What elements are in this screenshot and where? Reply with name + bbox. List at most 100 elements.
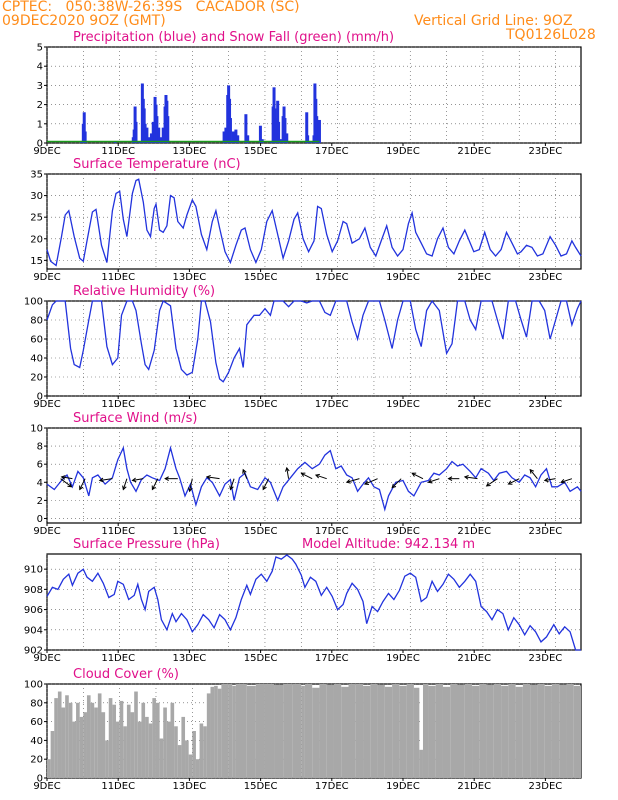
wind-arrow-head (60, 475, 66, 480)
wind-arrow (189, 478, 193, 492)
cloud-bar (210, 686, 215, 778)
x-tick-label: 19DEC (386, 146, 420, 157)
cloud-bar (508, 684, 516, 778)
precip-bar (244, 114, 248, 143)
cloud-bar (559, 684, 567, 778)
wind-arrow-head (151, 485, 156, 491)
x-tick-label: 11DEC (101, 526, 135, 537)
wind-arrow (242, 469, 248, 479)
x-tick-label: 23DEC (529, 526, 563, 537)
cloud-bar (105, 740, 109, 778)
cloud-bar (486, 684, 494, 778)
cloud-bar (145, 716, 149, 778)
precip-bar (224, 127, 228, 143)
y-tick-label: 35 (30, 170, 43, 181)
precip-bar (236, 135, 240, 143)
cloud-bar (108, 698, 113, 778)
cloud-bar (537, 684, 545, 778)
cloud-bar (119, 700, 124, 778)
precip-bar (147, 137, 151, 143)
wind-arrow-head (314, 473, 320, 479)
cloud-bar (363, 685, 371, 778)
x-tick-label: 21DEC (457, 781, 491, 792)
x-tick-label: 23DEC (529, 399, 563, 410)
wind-arrow-head (242, 468, 247, 474)
cloud-bar (255, 684, 265, 778)
precip-bar (234, 129, 238, 143)
y-tick-label: 3 (37, 81, 43, 92)
y-tick-label: 60 (30, 717, 43, 728)
y-tick-label: 910 (24, 565, 43, 576)
x-tick-label: 21DEC (457, 399, 491, 410)
cloud-bar (515, 686, 523, 778)
cloud-bar (174, 726, 178, 778)
panel-frame (46, 300, 582, 397)
y-tick-label: 2 (37, 496, 43, 507)
wind-arrow-head (447, 476, 453, 482)
panel-subtitle: Model Altitude: 942.134 m (302, 537, 475, 552)
x-tick-label: 13DEC (173, 781, 207, 792)
cloud-bar (326, 684, 334, 778)
wind-arrow-head (98, 477, 104, 483)
precip-bar (145, 127, 149, 143)
x-tick-label: 9DEC (33, 526, 60, 537)
y-tick-label: 0 (37, 139, 43, 150)
cloud-bar (472, 685, 480, 778)
cloud-bar (217, 688, 222, 778)
x-tick-label: 23DEC (529, 653, 563, 664)
cloud-bar (435, 684, 443, 778)
cloud-bar (419, 749, 423, 778)
y-tick-label: 5 (37, 43, 43, 54)
x-tick-label: 9DEC (33, 653, 60, 664)
cloud-bar (126, 704, 131, 778)
wind-arrow (560, 478, 573, 483)
wind-arrow (151, 478, 159, 490)
wind-arrow (428, 478, 440, 483)
precip-bar (283, 118, 287, 143)
x-tick-label: 13DEC (173, 399, 207, 410)
precip-bar (285, 133, 289, 143)
cloud-bar (72, 721, 77, 778)
wind-arrow (60, 478, 72, 488)
y-tick-label: 100 (24, 297, 43, 308)
precip-bar (306, 135, 310, 143)
cloud-bar (225, 684, 229, 778)
precip-bar (274, 118, 278, 143)
cloud-bar (188, 754, 193, 778)
x-tick-label: 19DEC (386, 653, 420, 664)
x-tick-label: 9DEC (33, 146, 60, 157)
cloud-bar (530, 684, 538, 778)
y-tick-label: 15 (30, 256, 43, 267)
y-tick-label: 1 (37, 119, 43, 130)
cloud-bar (155, 702, 160, 778)
wind-arrow-head (411, 472, 417, 477)
x-tick-label: 15DEC (244, 399, 278, 410)
cloud-bar (479, 684, 487, 778)
wind-arrow (364, 478, 378, 485)
x-tick-label: 15DEC (244, 653, 278, 664)
y-tick-label: 902 (24, 646, 43, 657)
cloud-bar (181, 716, 186, 778)
x-tick-label: 11DEC (101, 399, 135, 410)
y-tick-label: 904 (24, 625, 43, 636)
y-tick-label: 4 (37, 478, 43, 489)
cloud-bar (195, 759, 200, 778)
x-tick-label: 21DEC (457, 526, 491, 537)
wind-arrow-head (543, 477, 549, 483)
panel-title: Surface Temperature (nC) (73, 157, 241, 172)
x-tick-label: 15DEC (244, 781, 278, 792)
cloud-bar (235, 684, 247, 778)
cloud-bar (206, 693, 211, 778)
y-tick-label: 80 (30, 698, 43, 709)
cloud-bar (501, 685, 509, 778)
y-tick-label: 10 (30, 424, 43, 435)
cloud-bar (170, 702, 175, 778)
cloud-bar (355, 684, 364, 778)
wind-arrow-head (300, 472, 306, 477)
y-tick-label: 908 (24, 585, 43, 596)
cloud-bar (399, 685, 407, 778)
cloud-bar (65, 695, 69, 778)
wind-arrow-head (463, 474, 469, 480)
y-tick-label: 906 (24, 605, 43, 616)
